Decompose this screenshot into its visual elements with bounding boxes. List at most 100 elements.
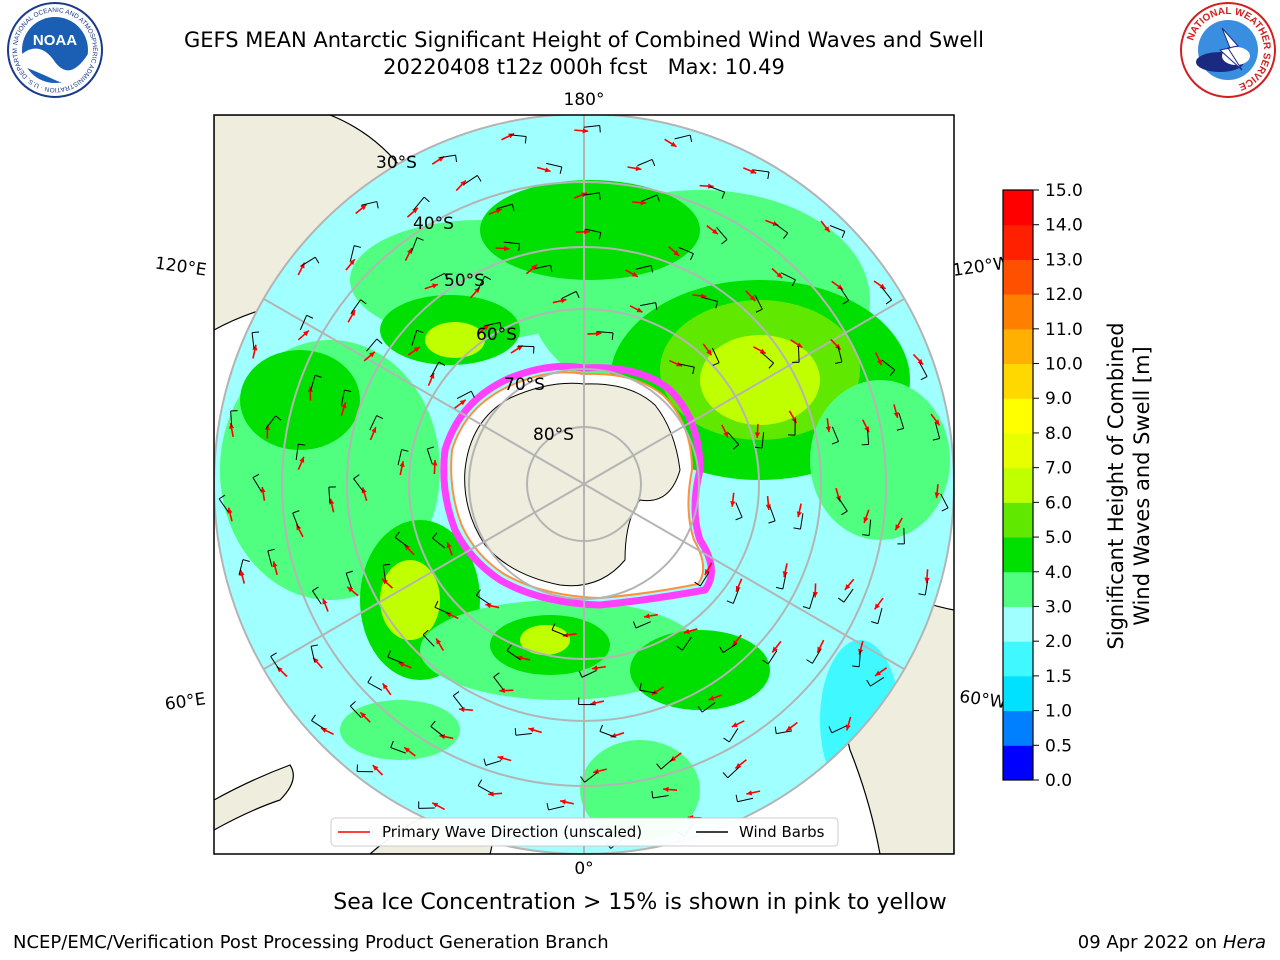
wave-arrow-head: [504, 245, 510, 252]
wind-barb-flag: [774, 726, 777, 734]
wind-barb-flag: [762, 659, 769, 665]
wind-barb: [410, 237, 418, 253]
wind-barb: [597, 331, 614, 334]
wave-arrow-head: [643, 613, 650, 619]
lat-label-50s: 50°S: [444, 271, 485, 291]
noaa-logo: NOAA NATIONAL OCEANIC AND ATMOSPHERIC AD…: [0, 0, 103, 98]
wind-barb-flag: [723, 737, 730, 743]
wind-barb-flag: [726, 600, 734, 604]
wind-barb-flag: [432, 532, 438, 539]
wave-arrow-head: [432, 802, 439, 808]
wind-barb-flag: [306, 314, 314, 319]
wind-barb-flag: [632, 621, 637, 629]
wind-barb-flag: [793, 527, 801, 530]
wind-barb: [769, 505, 776, 522]
wind-barb-flag: [298, 443, 306, 446]
wave-arrow-head: [749, 295, 756, 302]
wind-barb: [456, 390, 472, 399]
wind-barb-flag: [344, 389, 352, 392]
colorbar-band: [1003, 641, 1033, 677]
graticule: [214, 115, 954, 854]
wind-barb-flag: [852, 665, 860, 668]
wave-arrow-head: [307, 386, 313, 393]
wind-barb: [639, 689, 656, 694]
wave-arrow-head: [776, 272, 783, 279]
wave-arrow-head: [329, 498, 335, 505]
wind-barb-flag: [345, 570, 353, 574]
wind-barb-flag: [639, 683, 642, 691]
wind-barb: [635, 265, 652, 270]
wind-barb-flag: [514, 728, 517, 736]
wind-barb-flag: [896, 427, 904, 431]
wave-arrow-head: [349, 259, 355, 266]
wave-arrow-head: [497, 755, 504, 761]
wind-barb: [328, 487, 331, 504]
wind-barb: [382, 565, 387, 582]
producer-credit: NCEP/EMC/Verification Post Processing Pr…: [13, 932, 609, 953]
colorbar-tick-label: 2.0: [1045, 632, 1072, 652]
wave-arrow-head: [924, 577, 930, 584]
wave-arrow-head: [485, 603, 492, 609]
wind-barb: [503, 241, 520, 245]
wind-barb: [727, 766, 740, 779]
wind-barb-flag: [735, 516, 743, 521]
wave-arrow-head: [934, 492, 940, 499]
map-subtitle: 20220408 t12z 000h fcst Max: 10.49: [383, 55, 785, 79]
wind-barb-flag: [578, 670, 583, 678]
wind-barb-flag: [768, 520, 776, 524]
wind-barb: [548, 805, 565, 811]
wave-arrow-head: [700, 293, 707, 299]
colorbar-band: [1003, 710, 1033, 746]
generation-date: 09 Apr 2022 on Hera: [1078, 932, 1266, 953]
wave-arrow-head: [663, 786, 669, 793]
wave-arrow-head: [432, 459, 438, 466]
wind-barb: [515, 732, 532, 736]
wind-barb-flag: [349, 701, 356, 707]
wave-arrow-head: [845, 724, 851, 731]
wind-barb-flag: [697, 706, 703, 713]
wind-barb-flag: [434, 600, 439, 608]
colorbar-band: [1003, 224, 1033, 260]
colorbar-tick-label: 1.0: [1045, 702, 1072, 722]
wave-arrow-head: [759, 348, 766, 354]
wind-barb-flag: [390, 740, 394, 748]
wind-barb: [369, 415, 378, 431]
wind-barb-flag: [292, 510, 300, 514]
wind-barb: [732, 588, 740, 604]
colorbar-band: [1003, 328, 1033, 365]
wind-barb-flag: [767, 171, 770, 179]
wind-barb: [581, 670, 597, 678]
map-title: GEFS MEAN Antarctic Significant Height o…: [183, 28, 985, 52]
wave-arrow-head: [382, 683, 388, 690]
wind-barb-flag: [312, 586, 319, 592]
wind-barb: [301, 256, 316, 267]
wind-barb-flag: [430, 720, 436, 727]
wave-arrow-head: [560, 799, 566, 805]
wind-barb-flag: [524, 136, 527, 144]
wind-barb: [809, 593, 815, 609]
wave-arrow-head: [796, 342, 803, 348]
wind-barb: [858, 650, 861, 667]
sea-ice-note: Sea Ice Concentration > 15% is shown in …: [333, 890, 947, 915]
wave-arrow-head: [584, 229, 590, 235]
wave-arrow-head: [746, 790, 753, 796]
wind-barb: [340, 389, 345, 406]
wind-barb-flag: [721, 191, 726, 199]
wind-barb: [353, 478, 364, 492]
wind-barb-flag: [387, 650, 391, 658]
wave-arrow-head: [765, 504, 771, 511]
wave-arrow-head: [516, 345, 523, 351]
wind-barb: [831, 725, 847, 734]
legend-barb-label: Wind Barbs: [739, 823, 825, 841]
colorbar-band: [1003, 363, 1033, 399]
wave-arrow-head: [516, 655, 523, 661]
wave-arrow-head: [731, 722, 738, 727]
colorbar-tick-label: 15.0: [1045, 181, 1083, 201]
colorbar-band: [1003, 502, 1033, 538]
wind-barb-flag: [598, 232, 602, 240]
antarctica: [440, 362, 715, 609]
wind-barb-flag: [416, 329, 424, 334]
wind-barb: [637, 158, 653, 167]
wind-barb-flag: [598, 192, 601, 200]
wave-arrow-head: [404, 747, 411, 753]
